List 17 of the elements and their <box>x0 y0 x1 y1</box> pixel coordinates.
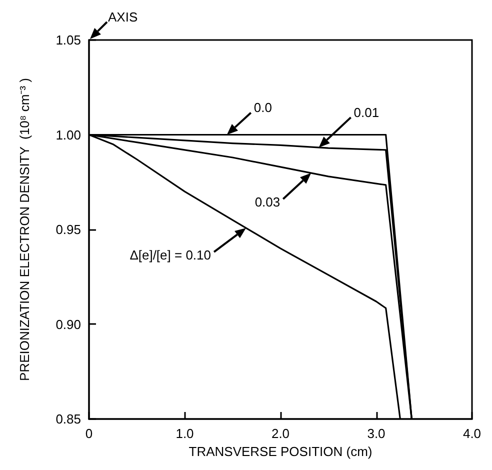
text: Δ[e]/[e] = 0.10 <box>130 247 212 262</box>
y-tick-label: 0.95 <box>56 222 81 237</box>
y-axis-title: PREIONIZATION ELECTRON DENSITY (10⁸ cm⁻³ ) <box>17 78 32 381</box>
x-tick-label: 2.0 <box>271 426 290 441</box>
x-tick-label: 1.0 <box>176 426 194 441</box>
y-tick-label: 0.90 <box>56 316 81 332</box>
y-tick-label: 1.05 <box>56 32 81 48</box>
text: 0.01 <box>354 104 380 120</box>
series-label: 0.0 <box>254 100 272 116</box>
legend-label: 0.03 <box>254 194 280 210</box>
x-tick-label: 3.0 <box>367 426 386 441</box>
x-tick-label: 4.0 <box>462 426 482 441</box>
y-tick-label: 1.00 <box>56 127 81 142</box>
x-axis-title: TRANSVERSE POSITION (cm) <box>188 444 372 459</box>
text: AXIS <box>108 9 138 24</box>
x-tick-label: 0 <box>85 426 93 441</box>
y-tick-label: 0.85 <box>56 412 81 426</box>
